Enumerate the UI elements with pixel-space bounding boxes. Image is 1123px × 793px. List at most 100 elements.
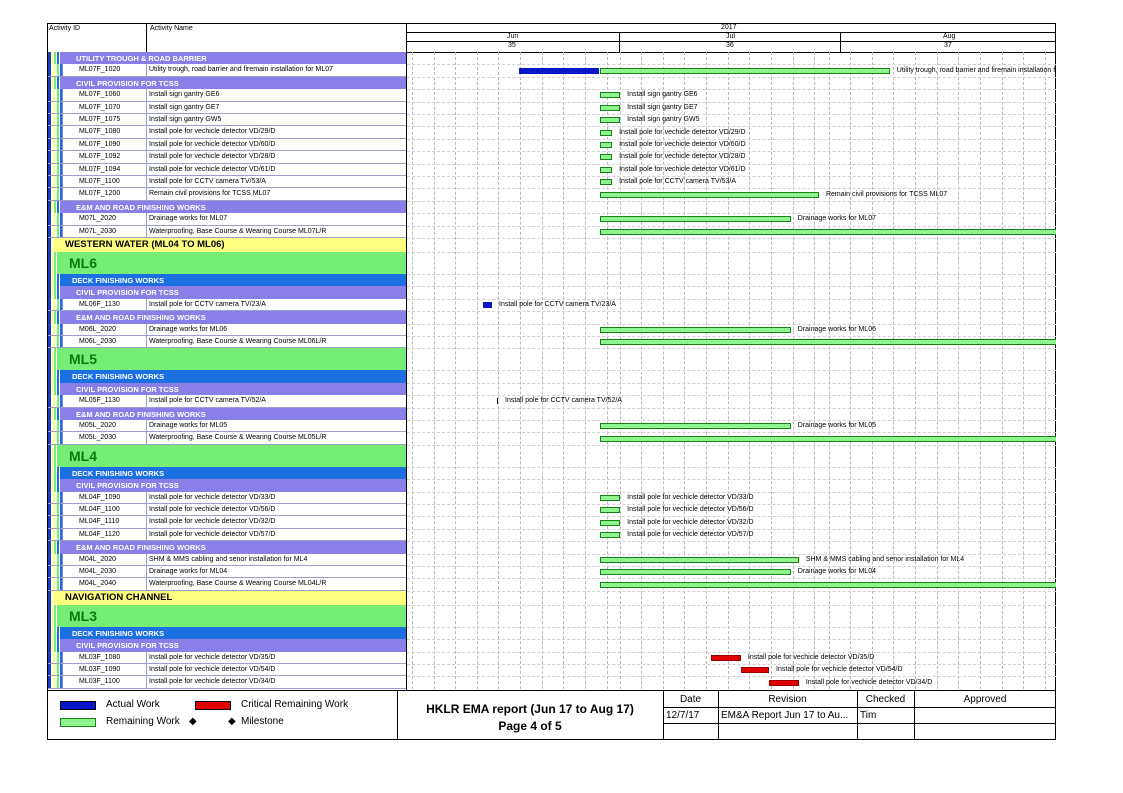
wbs-section-header[interactable]: ML4 — [48, 444, 406, 467]
remaining-work-bar[interactable] — [600, 519, 621, 526]
remaining-work-bar[interactable] — [600, 532, 621, 538]
activity-row[interactable]: ML07F_1200 Remain civil provisions for TC… — [48, 188, 406, 201]
wbs-group-header[interactable]: CIVIL PROVISION FOR TCSS — [48, 286, 406, 299]
bar-label: Install pole for vechicle detector VD/60… — [619, 141, 746, 148]
activity-row[interactable]: ML07F_1070 Install sign gantry GE7 — [48, 101, 406, 114]
critical-work-bar[interactable] — [769, 679, 799, 686]
activity-row[interactable]: M06L_2030 Waterproofing, Base Course & We… — [48, 336, 406, 349]
activity-id: ML07F_1100 — [79, 178, 120, 185]
activity-row[interactable]: ML07F_1080 Install pole for vechicle dete… — [48, 126, 406, 139]
remaining-work-bar[interactable] — [600, 326, 791, 333]
outline-level-marker — [48, 604, 51, 627]
wbs-group-header[interactable]: CIVIL PROVISION FOR TCSS — [48, 479, 406, 492]
remaining-work-bar[interactable] — [600, 216, 791, 223]
activity-row[interactable]: ML04F_1100 Install pole for vechicle dete… — [48, 504, 406, 517]
activity-row[interactable]: ML04F_1120 Install pole for vechicle dete… — [48, 528, 406, 542]
activity-row[interactable]: ML04F_1090 Install pole for vechicle dete… — [48, 491, 406, 504]
activity-row[interactable]: ML07F_1075 Install sign gantry GW5 — [48, 114, 406, 127]
activity-row[interactable]: ML03F_1100 Install pole for vechicle dete… — [48, 676, 406, 689]
remaining-work-bar[interactable] — [600, 154, 613, 161]
activity-row[interactable]: ML05F_1130 Install pole for CCTV camera T… — [48, 395, 406, 408]
remaining-work-bar[interactable] — [600, 556, 799, 563]
progress-tick[interactable] — [497, 398, 498, 405]
remaining-work-bar[interactable] — [600, 92, 621, 99]
activity-row[interactable]: ML04F_1110 Install pole for vechicle dete… — [48, 516, 406, 529]
remaining-work-bar[interactable] — [600, 104, 621, 111]
wbs-group-header[interactable]: CIVIL PROVISION FOR TCSS — [48, 76, 406, 90]
activity-name: Drainage works for ML04 — [149, 568, 228, 575]
remaining-work-bar[interactable] — [600, 166, 613, 173]
outline-level-marker — [48, 516, 51, 528]
group-label: CIVIL PROVISION FOR TCSS — [76, 481, 179, 491]
remaining-work-bar[interactable] — [600, 581, 1056, 588]
activity-row[interactable]: M04L_2030 Drainage works for ML04 — [48, 566, 406, 579]
remaining-work-bar[interactable] — [600, 435, 1056, 442]
wbs-group-header[interactable]: DECK FINISHING WORKS — [48, 274, 406, 287]
remaining-work-bar[interactable] — [600, 191, 819, 198]
actual-work-bar[interactable] — [519, 67, 599, 74]
week-37: 37 — [944, 42, 952, 49]
activity-row[interactable]: M06L_2020 Drainage works for ML06 — [48, 323, 406, 336]
activity-row[interactable]: ML03F_1080 Install pole for vechicle dete… — [48, 651, 406, 664]
activity-name: Install pole for vechicle detector VD/54… — [149, 666, 276, 673]
activity-name: Install pole for vechicle detector VD/33… — [149, 493, 276, 501]
group-label: E&M AND ROAD FINISHING WORKS — [76, 313, 206, 323]
wbs-group-header[interactable]: UTILITY TROUGH & ROAD BARRIER — [48, 52, 406, 65]
activity-row[interactable]: ML07F_1100 Install pole for CCTV camera T… — [48, 176, 406, 189]
outline-level-marker — [48, 274, 51, 287]
remaining-work-bar[interactable] — [600, 67, 890, 74]
wbs-group-header[interactable]: DECK FINISHING WORKS — [48, 370, 406, 383]
remaining-work-bar[interactable] — [600, 494, 621, 501]
remaining-work-bar[interactable] — [600, 142, 613, 148]
outline-level-marker — [48, 420, 51, 432]
remaining-work-bar[interactable] — [600, 117, 621, 124]
remaining-work-bar[interactable] — [600, 423, 791, 430]
activity-row[interactable]: ML03F_1090 Install pole for vechicle dete… — [48, 664, 406, 677]
activity-row[interactable]: ML07F_1020 Utility trough, road barrier a… — [48, 64, 406, 77]
wbs-group-header[interactable]: DECK FINISHING WORKS — [48, 466, 406, 480]
remaining-work-bar[interactable] — [600, 179, 613, 186]
activity-row[interactable]: M07L_2020 Drainage works for ML07 — [48, 213, 406, 226]
wbs-group-header[interactable]: CIVIL PROVISION FOR TCSS — [48, 639, 406, 652]
actual-work-bar[interactable] — [483, 302, 492, 308]
activity-id: ML03F_1090 — [79, 666, 121, 673]
remaining-work-bar[interactable] — [600, 129, 613, 136]
wbs-group-header[interactable]: E&M AND ROAD FINISHING WORKS — [48, 407, 406, 420]
wbs-group-header[interactable]: E&M AND ROAD FINISHING WORKS — [48, 311, 406, 324]
activity-row[interactable]: ML07F_1060 Install sign gantry GE6 — [48, 89, 406, 102]
critical-work-bar[interactable] — [740, 667, 770, 674]
wbs-section-header[interactable]: ML6 — [48, 252, 406, 274]
wbs-group-header[interactable]: WESTERN WATER (ML04 TO ML06) — [48, 238, 406, 252]
activity-row[interactable]: M07L_2030 Waterproofing, Base Course & We… — [48, 225, 406, 238]
wbs-section-header[interactable]: ML5 — [48, 348, 406, 371]
outline-level-marker — [48, 566, 51, 578]
outline-stripes — [51, 370, 60, 383]
wbs-group-header[interactable]: E&M AND ROAD FINISHING WORKS — [48, 200, 406, 214]
group-label: DECK FINISHING WORKS — [72, 372, 165, 382]
wbs-group-header[interactable]: CIVIL PROVISION FOR TCSS — [48, 382, 406, 396]
remaining-work-bar[interactable] — [600, 339, 1056, 346]
activity-row[interactable]: M05L_2020 Drainage works for ML05 — [48, 420, 406, 433]
remaining-work-bar[interactable] — [600, 569, 791, 576]
activity-row[interactable]: ML06F_1130 Install pole for CCTV camera T… — [48, 298, 406, 312]
activity-row[interactable]: ML07F_1092 Install pole for vechicle dete… — [48, 151, 406, 164]
activity-row[interactable]: M04L_2020 SHM & MMS cabling and senor ins… — [48, 553, 406, 566]
activity-row[interactable]: ML07F_1094 Install pole for vechicle dete… — [48, 163, 406, 176]
outline-level-marker — [48, 225, 51, 237]
outline-stripes — [51, 604, 57, 627]
activity-row[interactable]: ML07F_1090 Install pole for vechicle dete… — [48, 138, 406, 152]
wbs-section-header[interactable]: ML3 — [48, 604, 406, 627]
remaining-work-bar[interactable] — [600, 228, 1056, 235]
outline-level-marker — [48, 639, 51, 652]
remaining-work-bar[interactable] — [600, 507, 621, 514]
critical-work-bar[interactable] — [711, 654, 741, 661]
outline-stripes — [51, 348, 57, 371]
wbs-group-header[interactable]: NAVIGATION CHANNEL — [48, 590, 406, 605]
wbs-group-header[interactable]: DECK FINISHING WORKS — [48, 626, 406, 640]
activity-row[interactable]: M05L_2030 Waterproofing, Base Course & We… — [48, 432, 406, 445]
activity-row[interactable]: M04L_2040 Waterproofing, Base Course & We… — [48, 578, 406, 591]
outline-level-marker — [48, 541, 51, 554]
wbs-group-header[interactable]: E&M AND ROAD FINISHING WORKS — [48, 541, 406, 554]
outline-stripes — [51, 444, 57, 467]
bar-label: Install pole for vechicle detector VD/61… — [619, 165, 746, 173]
